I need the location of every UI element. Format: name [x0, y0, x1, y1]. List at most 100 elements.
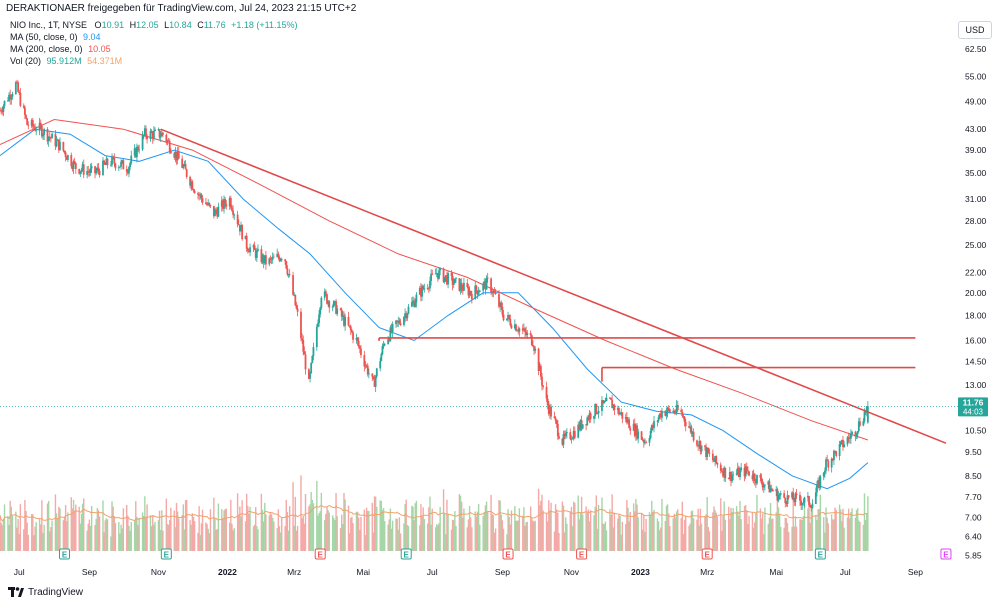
earnings-marker-icon[interactable]: [502, 548, 514, 560]
volume-bar: [236, 493, 239, 551]
volume-bar: [276, 528, 278, 551]
volume-bar: [27, 534, 29, 551]
y-tick-label: 7.70: [965, 492, 982, 502]
volume-bar: [55, 513, 58, 551]
candle-body: [98, 170, 101, 176]
earnings-marker-icon[interactable]: [940, 548, 952, 560]
volume-bar: [611, 494, 613, 551]
candle-body: [184, 163, 187, 170]
volume-bar: [43, 524, 45, 551]
earnings-marker-icon[interactable]: [58, 548, 70, 560]
candle-body: [145, 128, 147, 137]
symbol-row[interactable]: NIO Inc., 1T, NYSE O10.91 H12.05 L10.84 …: [10, 19, 297, 31]
chart-area[interactable]: 62.50 55.00 49.00 43.00 39.00 35.00 31.00 28.00…: [0, 17, 1000, 580]
earnings-marker-icon[interactable]: [701, 548, 713, 560]
volume-bar: [587, 509, 590, 551]
candle-body: [166, 140, 169, 143]
earnings-marker-icon[interactable]: [160, 548, 172, 560]
volume-bar: [531, 518, 533, 551]
candle-body: [467, 287, 470, 296]
candle-body: [460, 282, 463, 289]
candle-body: [516, 330, 519, 332]
volume-bar: [86, 530, 88, 551]
currency-button[interactable]: USD: [958, 21, 992, 39]
candle-body: [246, 248, 249, 252]
volume-bar: [613, 512, 616, 551]
chart-legend: NIO Inc., 1T, NYSE O10.91 H12.05 L10.84 …: [10, 19, 297, 67]
volume-bar: [58, 506, 60, 551]
ma50-row[interactable]: MA (50, close, 0) 9.04: [10, 31, 297, 43]
candle-body: [294, 294, 297, 306]
downtrend-line[interactable]: [160, 128, 947, 444]
earnings-marker-icon[interactable]: [576, 548, 588, 560]
volume-bar: [673, 513, 676, 551]
candle-body: [521, 328, 524, 331]
volume-bar: [359, 529, 361, 551]
candle-body: [840, 439, 843, 442]
candle-body: [611, 399, 614, 409]
candle-body: [422, 286, 425, 290]
volume-bar: [257, 529, 259, 551]
candle-body: [563, 434, 566, 437]
volume-bar: [704, 516, 706, 551]
candle-body: [468, 290, 471, 296]
candle-body: [205, 202, 207, 205]
volume-row[interactable]: Vol (20) 95.912M 54.371M: [10, 55, 297, 67]
volume-bar: [106, 519, 109, 551]
candle-body: [182, 165, 185, 168]
earnings-marker-icon[interactable]: [814, 548, 826, 560]
volume-bar: [491, 514, 493, 551]
candle-body: [751, 475, 754, 480]
candle-body: [613, 404, 616, 410]
candle-body: [648, 438, 651, 443]
candle-body: [802, 502, 805, 504]
candle-body: [185, 169, 188, 178]
candle-body: [794, 493, 797, 503]
candle-body: [627, 419, 629, 423]
volume-bar: [351, 516, 353, 551]
last-price-badge[interactable]: [958, 397, 988, 417]
volume-bar: [668, 513, 670, 551]
volume-bar: [443, 513, 446, 551]
earnings-marker-icon[interactable]: [400, 548, 412, 560]
volume-bar: [759, 508, 762, 551]
volume-bar: [794, 517, 797, 551]
candle-body: [434, 273, 437, 275]
volume-bar: [192, 516, 195, 551]
volume-bar: [617, 518, 619, 551]
ma200-row[interactable]: MA (200, close, 0) 10.05: [10, 43, 297, 55]
volume-bar: [303, 523, 306, 551]
candle-body: [769, 488, 772, 493]
tradingview-logo-icon[interactable]: [8, 586, 24, 598]
earnings-marker-icon[interactable]: [314, 548, 326, 560]
volume-bar: [145, 516, 147, 551]
volume-bar: [756, 495, 758, 551]
volume-bar: [7, 516, 9, 551]
candle-body: [518, 328, 521, 332]
candle-body: [628, 419, 631, 429]
candle-body: [308, 369, 310, 379]
volume-bar: [35, 522, 37, 551]
volume-bar: [389, 508, 392, 551]
y-tick-label: 6.40: [965, 531, 982, 541]
volume-bar: [550, 502, 552, 551]
candle-body: [73, 161, 76, 163]
volume-bar: [135, 501, 137, 551]
symbol-label: NIO Inc., 1T, NYSE: [10, 20, 88, 30]
tradingview-brand[interactable]: TradingView: [28, 587, 84, 598]
candle-body: [706, 448, 709, 457]
candle-body: [862, 421, 865, 426]
candle-body: [167, 140, 170, 142]
volume-bar: [510, 510, 513, 551]
candle-body: [14, 82, 17, 95]
volume-bar: [596, 528, 599, 551]
volume-bar: [810, 505, 812, 551]
volume-bar: [341, 514, 343, 551]
ohlc-h-key: H: [129, 20, 137, 30]
candle-body: [391, 324, 394, 333]
volume-bar: [73, 510, 76, 551]
candle-body: [427, 288, 430, 289]
volume-bar: [331, 515, 334, 551]
price-chart-svg[interactable]: 62.50 55.00 49.00 43.00 39.00 35.00 31.00 28.00…: [0, 17, 1000, 580]
volume-bar: [32, 514, 34, 551]
